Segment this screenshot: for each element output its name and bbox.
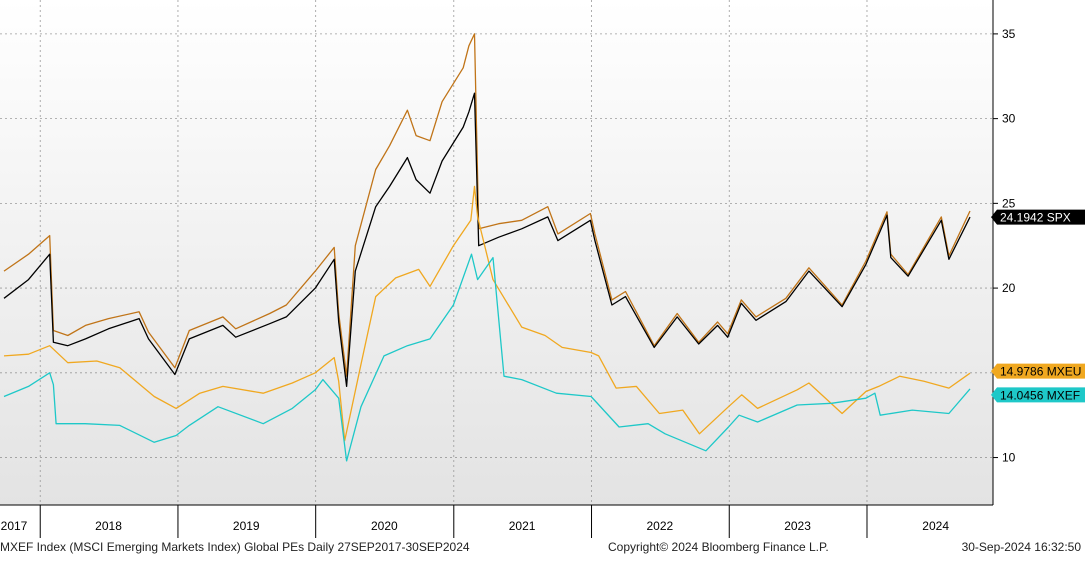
- series-line-black: [3, 92, 971, 388]
- series-line-yellow: [3, 185, 971, 442]
- y-tick-label-25: 25: [1002, 196, 1016, 210]
- chart-description: MXEF Index (MSCI Emerging Markets Index)…: [0, 540, 470, 554]
- series-line-brown: [3, 33, 971, 377]
- y-tick-label-30: 30: [1002, 112, 1016, 126]
- series-line-cyan: [3, 253, 971, 462]
- plot-background: [0, 0, 993, 505]
- x-tick-label-2019: 2019: [233, 519, 260, 533]
- x-tick-label-2018: 2018: [95, 519, 122, 533]
- last-value-tag-yellow: [991, 363, 1085, 379]
- y-tick-label-35: 35: [1002, 27, 1016, 41]
- chart-timestamp: 30-Sep-2024 16:32:50: [961, 540, 1081, 554]
- last-value-label-black: 24.1942 SPX: [1000, 211, 1071, 225]
- x-tick-label-2022: 2022: [646, 519, 673, 533]
- x-tick-label-2023: 2023: [784, 519, 811, 533]
- copyright-notice: Copyright© 2024 Bloomberg Finance L.P.: [608, 540, 829, 554]
- last-value-label-yellow: 14.9786 MXEU: [1000, 365, 1081, 379]
- x-tick-label-2020: 2020: [371, 519, 398, 533]
- x-tick-label-2021: 2021: [509, 519, 536, 533]
- chart-footer: MXEF Index (MSCI Emerging Markets Index)…: [0, 538, 1085, 556]
- last-value-tag-cyan: [991, 387, 1085, 403]
- x-tick-label-2017: 2017: [1, 519, 28, 533]
- y-axis-background: [993, 0, 1085, 505]
- x-tick-label-2024: 2024: [922, 519, 949, 533]
- y-tick-label-10: 10: [1002, 451, 1016, 465]
- last-value-tag-black: [991, 209, 1085, 225]
- last-value-label-cyan: 14.0456 MXEF: [1000, 388, 1080, 402]
- x-axis-background: [0, 505, 1085, 538]
- y-tick-label-20: 20: [1002, 281, 1016, 295]
